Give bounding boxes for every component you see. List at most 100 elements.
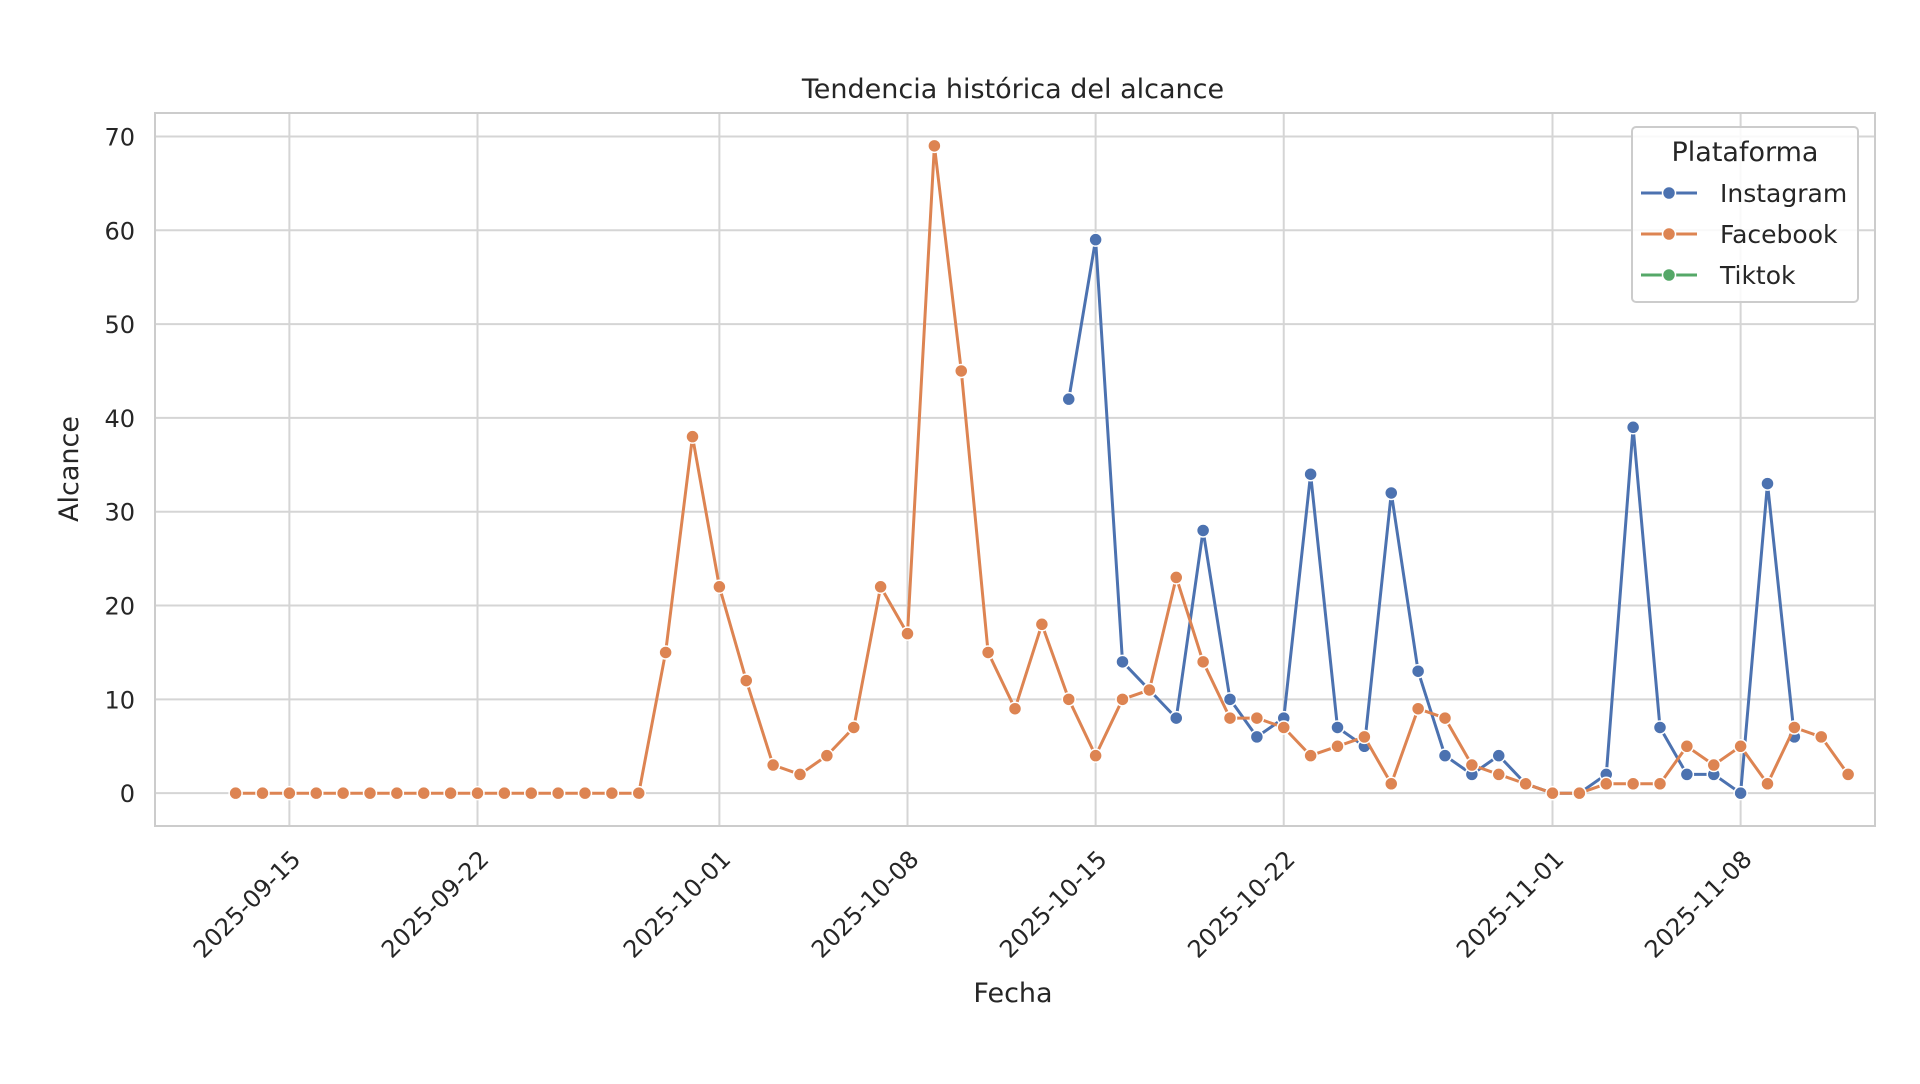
data-point-instagram — [1169, 710, 1184, 726]
legend-entry-instagram: Instagram — [1641, 179, 1847, 208]
data-point-facebook — [954, 363, 969, 379]
data-point-facebook — [900, 626, 915, 641]
data-point-facebook — [255, 785, 270, 801]
data-point-facebook — [577, 785, 593, 801]
data-point-instagram — [1195, 523, 1211, 538]
y-tick-label: 20 — [104, 593, 135, 621]
data-point-instagram — [1249, 729, 1265, 745]
y-tick-label: 70 — [104, 123, 135, 151]
plot-frame — [154, 112, 1876, 827]
data-point-instagram — [1222, 692, 1238, 707]
data-point-facebook — [228, 785, 243, 801]
data-point-facebook — [980, 645, 996, 660]
grid-lines — [155, 113, 1875, 826]
chart-title: Tendencia histórica del alcance — [801, 74, 1224, 105]
data-point-instagram — [1652, 720, 1668, 735]
data-point-facebook — [309, 785, 324, 801]
data-point-facebook — [1034, 617, 1050, 632]
data-point-facebook — [1169, 570, 1184, 585]
data-point-instagram — [1437, 748, 1453, 763]
y-tick-label: 10 — [104, 686, 135, 714]
data-point-facebook — [443, 785, 458, 801]
legend-label-instagram: Instagram — [1720, 179, 1847, 208]
data-point-facebook — [1625, 776, 1641, 792]
data-point-instagram — [1410, 663, 1426, 679]
data-point-facebook — [1384, 776, 1399, 792]
y-tick-label: 30 — [104, 499, 135, 527]
data-point-facebook — [1491, 767, 1506, 782]
data-point-facebook — [1195, 654, 1211, 670]
legend-marker-tiktok — [1661, 267, 1677, 283]
y-tick-label: 50 — [104, 311, 135, 339]
data-point-instagram — [1115, 654, 1130, 670]
legend-label-facebook: Facebook — [1720, 220, 1838, 249]
data-point-instagram — [1088, 232, 1103, 247]
data-point-facebook — [658, 645, 673, 660]
data-point-facebook — [550, 785, 566, 801]
legend-entries: Instagram Facebook Tiktok — [1641, 179, 1847, 290]
legend-marker-facebook — [1661, 226, 1677, 242]
data-point-instagram — [1679, 767, 1695, 782]
data-point-facebook — [1088, 748, 1103, 763]
legend: Plataforma Instagram Facebook Tiktok — [1631, 126, 1859, 303]
y-axis-label: Alcance — [54, 416, 85, 522]
data-point-facebook — [927, 138, 942, 154]
y-tick-label: 60 — [104, 217, 135, 245]
data-point-facebook — [1787, 720, 1802, 735]
data-point-facebook — [873, 579, 888, 595]
data-point-facebook — [1007, 701, 1023, 716]
data-point-facebook — [1814, 729, 1829, 745]
data-point-instagram — [1733, 785, 1748, 801]
data-point-facebook — [497, 785, 512, 801]
data-point-facebook — [1518, 776, 1533, 792]
data-point-facebook — [1330, 739, 1345, 754]
data-point-facebook — [1760, 776, 1775, 792]
data-point-facebook — [1357, 729, 1372, 745]
data-point-facebook — [1276, 720, 1291, 735]
data-point-instagram — [1330, 720, 1345, 735]
data-point-facebook — [685, 429, 700, 444]
data-point-facebook — [1464, 757, 1480, 773]
data-point-facebook — [470, 785, 485, 801]
data-point-facebook — [524, 785, 539, 801]
data-point-facebook — [1437, 710, 1453, 726]
data-point-facebook — [1545, 785, 1560, 801]
data-point-facebook — [1840, 767, 1856, 782]
data-point-instagram — [1760, 476, 1775, 491]
data-point-instagram — [1625, 420, 1641, 435]
data-point-facebook — [1410, 701, 1426, 716]
data-point-instagram — [1384, 485, 1399, 501]
data-point-facebook — [846, 720, 861, 735]
legend-entry-tiktok: Tiktok — [1641, 261, 1796, 290]
data-point-facebook — [1249, 710, 1265, 726]
data-point-facebook — [362, 785, 378, 801]
data-point-facebook — [389, 785, 405, 801]
series-layer — [228, 138, 1856, 801]
y-tick-label: 40 — [104, 405, 135, 433]
data-point-facebook — [712, 579, 727, 595]
data-point-facebook — [1733, 739, 1748, 754]
y-tick-label: 0 — [120, 780, 135, 808]
data-point-facebook — [1679, 739, 1695, 754]
data-point-instagram — [1491, 748, 1506, 763]
data-point-facebook — [604, 785, 620, 801]
data-point-facebook — [1652, 776, 1668, 792]
data-point-facebook — [631, 785, 646, 801]
y-axis-ticks: 0 10 20 30 40 50 60 70 — [104, 123, 135, 808]
data-point-facebook — [1142, 682, 1157, 698]
data-point-facebook — [792, 767, 808, 782]
data-point-facebook — [819, 748, 835, 763]
legend-label-tiktok: Tiktok — [1719, 261, 1796, 290]
data-point-facebook — [739, 673, 754, 688]
data-point-facebook — [765, 757, 781, 773]
series-facebook — [228, 138, 1856, 801]
legend-entry-facebook: Facebook — [1641, 220, 1838, 249]
data-point-facebook — [1706, 757, 1721, 773]
data-point-facebook — [1061, 692, 1076, 707]
data-point-instagram — [1303, 466, 1318, 482]
data-point-facebook — [1115, 692, 1130, 707]
data-point-instagram — [1061, 391, 1076, 407]
data-point-facebook — [1599, 776, 1614, 792]
